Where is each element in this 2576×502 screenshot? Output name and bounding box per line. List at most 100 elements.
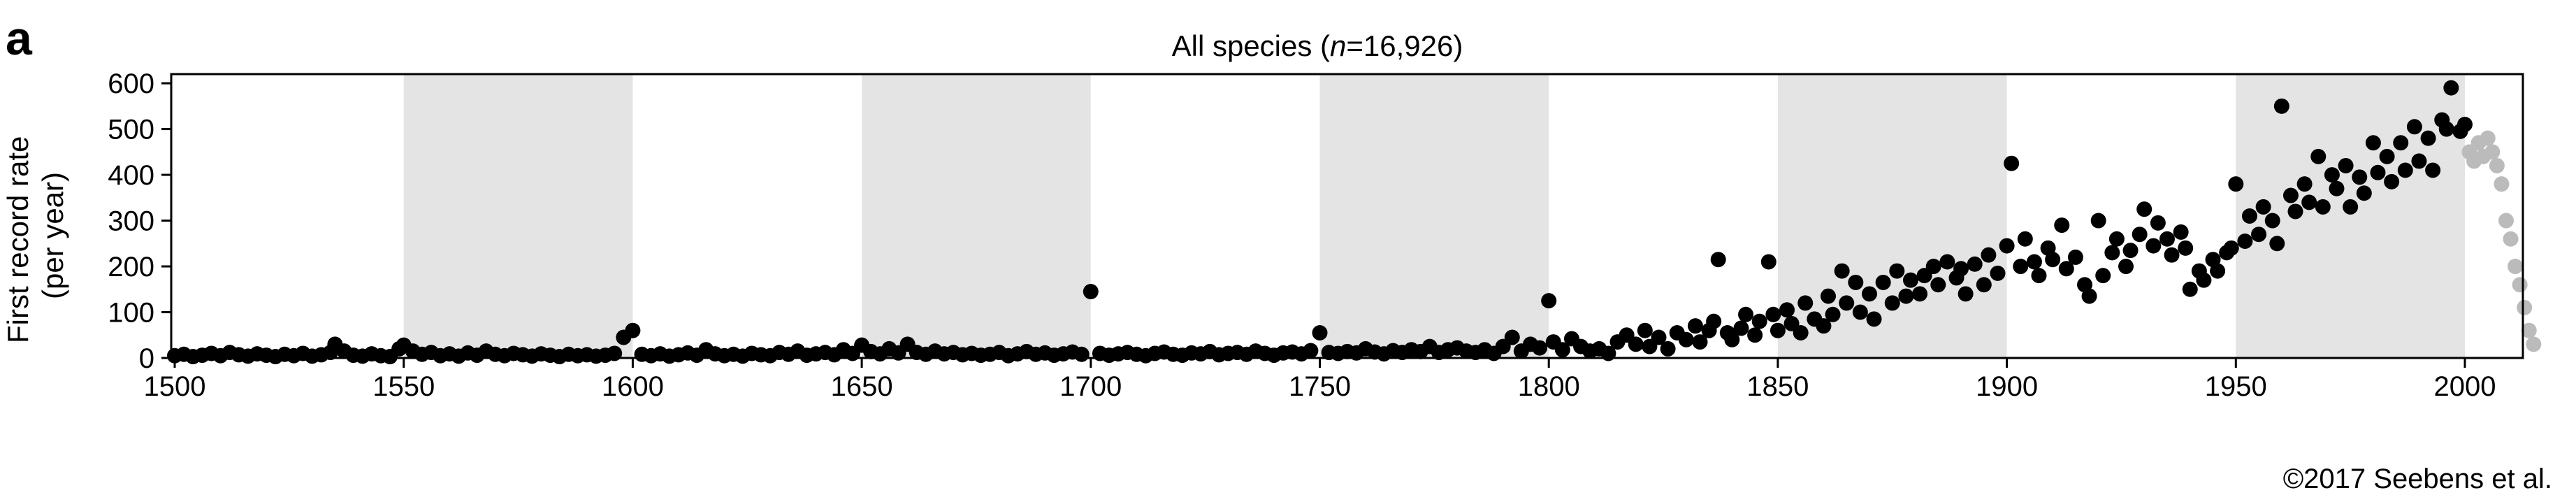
y-tick-label-0: 0: [139, 343, 154, 374]
data-point-1890: [1953, 261, 1969, 277]
data-point-1904: [2017, 231, 2033, 247]
data-point-1950: [2228, 176, 2244, 192]
data-point-1798: [1532, 340, 1548, 356]
data-point-1955: [2251, 227, 2267, 243]
data-point-1826: [1660, 340, 1676, 357]
data-point-1862: [1825, 306, 1841, 322]
data-point-1842: [1733, 320, 1749, 336]
y-tick-label-500: 500: [108, 115, 154, 145]
data-point-1907: [2031, 268, 2047, 284]
data-point-1846: [1751, 313, 1767, 329]
recent-data-point-2006: [2484, 144, 2501, 160]
data-point-1803: [1554, 342, 1570, 358]
x-tick-label-1900: 1900: [1976, 371, 2038, 402]
data-point-1896: [1981, 247, 1997, 263]
data-point-1956: [2255, 199, 2271, 215]
data-point-1871: [1866, 311, 1882, 327]
y-axis-label-line1: First record rate: [1, 136, 34, 343]
data-point-1963: [2287, 203, 2303, 220]
recent-data-point-2009: [2498, 213, 2514, 229]
data-point-1868: [1852, 304, 1868, 320]
data-point-1906: [2026, 254, 2042, 270]
data-point-1924: [2108, 231, 2125, 247]
data-point-1840: [1724, 331, 1740, 347]
x-tick-label-1600: 1600: [602, 371, 664, 402]
y-tick-label-100: 100: [108, 298, 154, 329]
data-point-1836: [1706, 313, 1722, 329]
data-point-1965: [2296, 176, 2313, 192]
data-point-1821: [1637, 322, 1653, 338]
data-point-1887: [1939, 254, 1955, 270]
data-point-1953: [2241, 208, 2257, 224]
recent-data-point-2015: [2526, 336, 2542, 352]
x-tick-label-1800: 1800: [1518, 371, 1580, 402]
data-point-1913: [2058, 261, 2074, 277]
data-point-1960: [2273, 98, 2289, 114]
x-tick-label-2000: 2000: [2434, 371, 2496, 402]
data-point-1819: [1628, 336, 1644, 352]
y-axis-label: First record rate (per year): [1, 128, 69, 343]
chart-title-suffix: =16,926): [1346, 29, 1463, 62]
y-tick-label-600: 600: [108, 69, 154, 99]
data-point-1861: [1820, 288, 1836, 304]
data-point-1972: [2329, 180, 2345, 196]
data-point-1750: [1312, 324, 1328, 340]
data-point-1845: [1747, 327, 1763, 343]
chart-title-italic: n: [1330, 29, 1346, 62]
data-point-1939: [2178, 240, 2194, 256]
data-point-1986: [2393, 135, 2409, 151]
data-point-1698: [1073, 346, 1090, 362]
data-point-1958: [2264, 213, 2280, 229]
data-point-1865: [1839, 295, 1855, 311]
data-point-1943: [2196, 272, 2212, 288]
data-point-1977: [2352, 169, 2368, 185]
x-tick-label-1850: 1850: [1746, 371, 1809, 402]
data-point-1921: [2095, 268, 2111, 284]
x-tick-label-1950: 1950: [2205, 371, 2267, 402]
data-point-1990: [2411, 153, 2427, 169]
data-point-1978: [2356, 185, 2372, 201]
recent-data-point-2005: [2480, 130, 2496, 146]
data-point-1992: [2420, 130, 2436, 146]
data-point-1824: [1651, 329, 1667, 345]
data-point-1881: [1912, 286, 1928, 302]
data-point-1987: [2397, 162, 2413, 178]
data-point-1901: [2004, 155, 2020, 171]
data-point-2000: [2457, 117, 2473, 133]
data-point-1968: [2310, 148, 2327, 164]
data-point-1940: [2182, 281, 2198, 297]
shaded-interval-1650-1700: [862, 74, 1091, 358]
data-point-1974: [2338, 157, 2354, 173]
y-axis: 0 100 200 300 400 500 600: [108, 69, 171, 374]
data-point-1912: [2054, 217, 2070, 234]
data-point-1870: [1861, 286, 1877, 302]
data-point-1600: [625, 322, 641, 338]
data-point-1843: [1738, 306, 1754, 322]
data-point-1875: [1884, 295, 1900, 311]
x-tick-label-1500: 1500: [144, 371, 206, 402]
data-point-1959: [2269, 236, 2285, 252]
y-tick-label-200: 200: [108, 252, 154, 282]
data-point-1830: [1678, 331, 1694, 347]
recent-data-point-2010: [2503, 231, 2519, 247]
data-point-1929: [2132, 227, 2148, 243]
data-point-1884: [1925, 259, 1941, 275]
y-tick-label-400: 400: [108, 160, 154, 191]
data-point-1873: [1875, 274, 1891, 290]
panel-label: a: [6, 12, 33, 65]
copyright-credit: ©2017 Seebens et al.: [2283, 464, 2552, 494]
data-point-1891: [1958, 286, 1974, 302]
data-point-1879: [1902, 272, 1918, 288]
shaded-interval-1750-1800: [1319, 74, 1549, 358]
data-point-1980: [2365, 135, 2381, 151]
data-point-1864: [1834, 263, 1850, 279]
data-point-1935: [2159, 231, 2175, 247]
chart-title-prefix: All species (: [1172, 29, 1330, 62]
data-point-1926: [2118, 259, 2134, 275]
plot-area-frame: [170, 73, 2524, 359]
data-point-1895: [1976, 277, 1992, 293]
data-point-1962: [2282, 187, 2299, 203]
data-point-1969: [2315, 199, 2331, 215]
data-point-1952: [2237, 234, 2253, 250]
